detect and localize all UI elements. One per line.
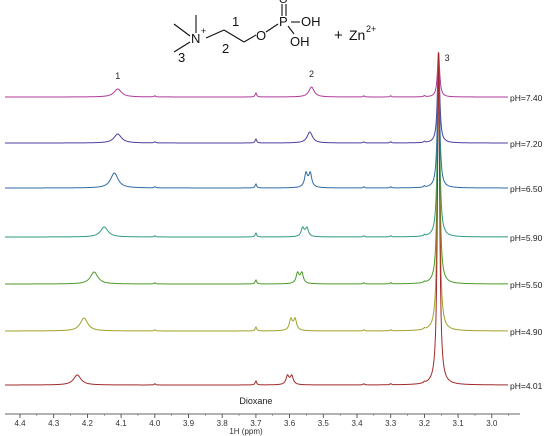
x-axis-ticks: 4.4 4.3 4.2 4.1 4.0 3.9 3.8 3.7 3.6 3.5 3.4 3.3 3.2 3… <box>14 414 509 428</box>
series-label: pH=5.90 <box>510 233 543 243</box>
structure-n-label: N <box>191 31 200 46</box>
series-label: pH=7.20 <box>510 139 543 149</box>
structure-plus-sign: + <box>334 27 343 44</box>
bond-n-c1 <box>205 29 225 39</box>
x-tick-label: 3.9 <box>183 419 195 428</box>
structure-label-1: 1 <box>232 14 239 29</box>
x-tick-label: 3.3 <box>385 419 397 428</box>
chemical-structure <box>173 4 300 53</box>
spectra-group <box>5 52 509 386</box>
spectrum-trace-ph-5-50 <box>5 52 509 285</box>
spectrum-trace-ph-5-90 <box>5 52 508 238</box>
structure-o-double: O <box>279 0 288 6</box>
x-tick-label: 4.4 <box>14 419 26 428</box>
series-label: pH=5.50 <box>510 280 543 290</box>
structure-zn-label: Zn <box>349 27 365 43</box>
x-tick-label: 3.0 <box>486 419 498 428</box>
spectrum-trace-ph-4-90 <box>5 52 508 332</box>
series-label: pH=4.01 <box>510 381 543 391</box>
x-tick-label: 3.2 <box>419 419 431 428</box>
structure-oh2: OH <box>290 34 310 49</box>
bond-p-oh2 <box>287 25 295 35</box>
bond-methyl-bottom <box>173 41 191 53</box>
peak-label: 2 <box>309 69 314 79</box>
x-tick-label: 3.1 <box>453 419 465 428</box>
bond-c1-c2 <box>223 29 245 43</box>
peak-labels: 1 2 3 <box>115 53 449 81</box>
structure-o-ester: O <box>256 28 266 43</box>
series-label: pH=6.50 <box>510 184 543 194</box>
series-label: pH=7.40 <box>510 93 543 103</box>
bond-c2-o <box>243 34 257 43</box>
x-tick-label: 3.7 <box>250 419 262 428</box>
bond-o-p <box>265 23 279 33</box>
spectrum-trace-ph-4-01 <box>5 52 508 386</box>
structure-n-charge: + <box>201 26 206 36</box>
spectrum-trace-ph-6-50 <box>5 52 508 189</box>
peak-label: 3 <box>445 53 450 63</box>
series-labels: pH=7.40 pH=7.20 pH=6.50 pH=5.90 pH=5.50 pH=4.… <box>510 93 543 391</box>
structure-p-label: P <box>279 14 288 29</box>
x-tick-label: 4.1 <box>116 419 128 428</box>
peak-label: 1 <box>115 71 120 81</box>
x-tick-label: 4.3 <box>48 419 60 428</box>
structure-label-2: 2 <box>222 41 229 56</box>
x-axis-label: 1H (ppm) <box>229 427 263 436</box>
dioxane-annotation: Dioxane <box>239 396 272 406</box>
structure-label-3: 3 <box>178 50 185 65</box>
x-tick-label: 4.2 <box>82 419 94 428</box>
spectrum-trace-ph-7-20 <box>5 52 508 144</box>
x-tick-label: 3.5 <box>318 419 330 428</box>
x-tick-label: 3.4 <box>351 419 363 428</box>
bond-methyl-left <box>173 23 191 37</box>
spectrum-trace-ph-7-40 <box>5 52 508 98</box>
structure-oh1: OH <box>301 14 321 29</box>
x-tick-label: 4.0 <box>149 419 161 428</box>
x-tick-label: 3.6 <box>284 419 296 428</box>
structure-labels: N + O P O OH OH 1 2 3 + Zn 2+ <box>178 0 376 65</box>
x-tick-label: 3.8 <box>217 419 229 428</box>
series-label: pH=4.90 <box>510 327 543 337</box>
structure-zn-charge: 2+ <box>366 24 376 34</box>
